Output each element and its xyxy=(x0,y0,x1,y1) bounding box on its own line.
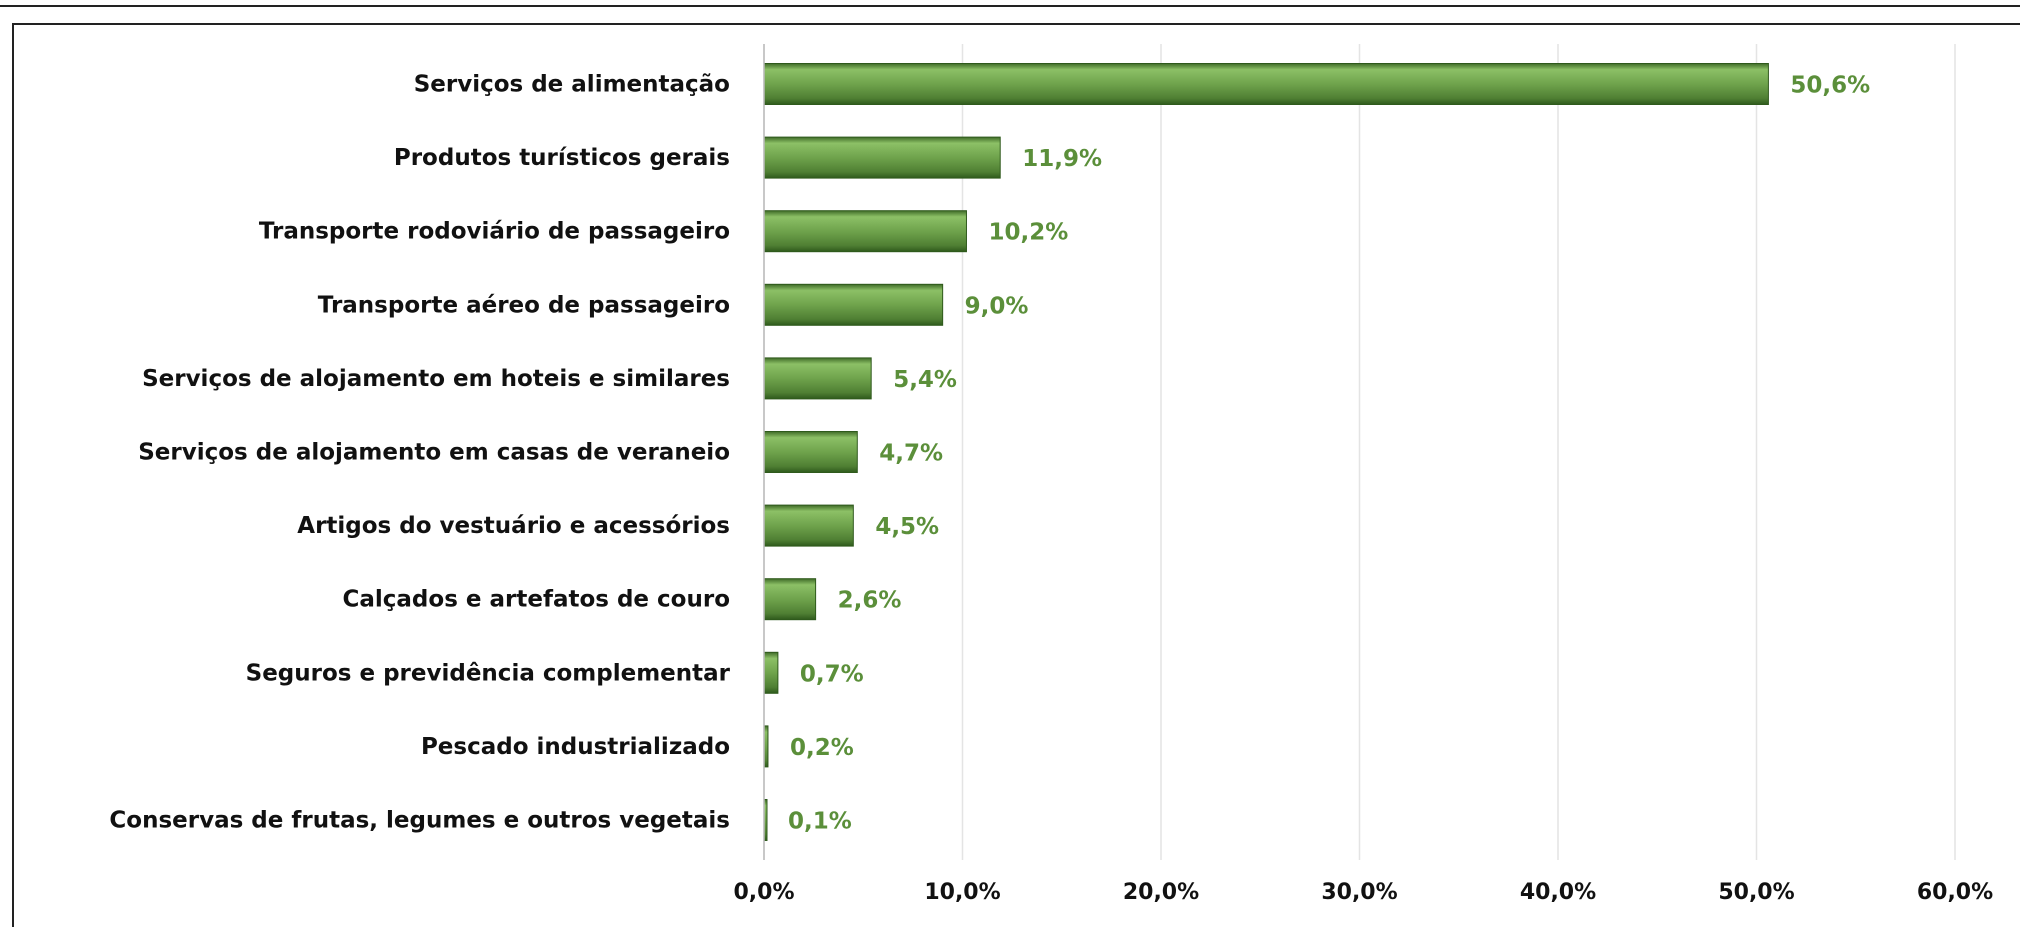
frame xyxy=(12,23,2020,931)
x-tick-label: 50,0% xyxy=(1718,880,1794,905)
data-label: 11,9% xyxy=(1022,146,1102,172)
x-tick-label: 0,0% xyxy=(733,880,794,905)
category-label: Pescado industrializado xyxy=(421,734,730,760)
x-tick-label: 30,0% xyxy=(1321,880,1397,905)
category-label: Artigos do vestuário e acessórios xyxy=(297,513,730,539)
data-label: 9,0% xyxy=(965,293,1029,319)
data-label: 4,7% xyxy=(879,441,943,467)
bar xyxy=(763,283,944,326)
x-tick-label: 10,0% xyxy=(924,880,1000,905)
category-label: Serviços de alojamento em casas de veran… xyxy=(138,440,730,466)
x-tick-label: 60,0% xyxy=(1917,880,1993,905)
bar xyxy=(763,651,779,694)
bar xyxy=(763,431,858,473)
data-label: 5,4% xyxy=(893,367,957,393)
category-label: Calçados e artefatos de couro xyxy=(342,587,730,613)
bar xyxy=(763,578,817,621)
bar xyxy=(763,504,854,547)
x-tick-label: 20,0% xyxy=(1123,880,1199,905)
bar xyxy=(763,136,1001,179)
x-tick-label: 40,0% xyxy=(1520,880,1596,905)
data-label: 50,6% xyxy=(1790,73,1870,99)
data-label: 10,2% xyxy=(988,220,1068,246)
category-label: Transporte rodoviário de passageiro xyxy=(259,219,730,245)
category-label: Seguros e previdência complementar xyxy=(246,660,731,686)
category-label: Conservas de frutas, legumes e outros ve… xyxy=(109,808,730,834)
bar xyxy=(763,357,872,400)
data-label: 0,2% xyxy=(790,735,854,761)
data-label: 0,1% xyxy=(788,809,852,835)
bar xyxy=(763,210,967,253)
bar xyxy=(763,63,1769,105)
category-label: Produtos turísticos gerais xyxy=(394,145,730,171)
data-label: 2,6% xyxy=(838,588,902,614)
category-label: Serviços de alimentação xyxy=(414,72,730,98)
data-label: 4,5% xyxy=(875,514,939,540)
data-label: 0,7% xyxy=(800,661,864,687)
category-label: Serviços de alojamento em hoteis e simil… xyxy=(142,366,730,392)
category-label: Transporte aéreo de passageiro xyxy=(318,292,730,318)
